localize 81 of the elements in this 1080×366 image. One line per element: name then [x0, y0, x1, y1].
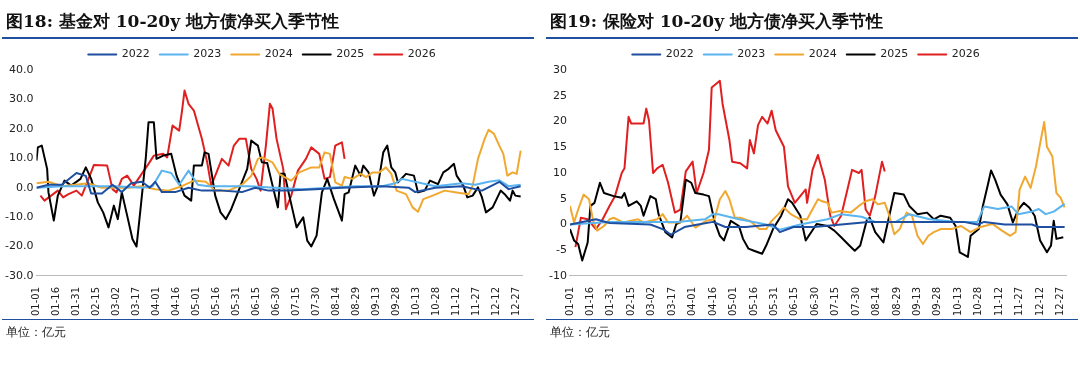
- x-tick-label: 04-16: [706, 286, 718, 316]
- x-tick-label: 08-14: [870, 286, 882, 316]
- x-tick-label: 09-13: [370, 286, 382, 316]
- legend-label: 2025: [880, 47, 909, 61]
- x-tick-label: 05-16: [210, 286, 222, 316]
- y-tick-label: -20.0: [4, 239, 34, 253]
- x-tick-label: 08-14: [330, 286, 342, 316]
- x-tick-label: 11-27: [1013, 286, 1025, 316]
- y-tick-label: 25: [552, 88, 567, 102]
- x-tick-label: 03-02: [645, 286, 657, 316]
- x-tick-label: 10-13: [951, 286, 963, 316]
- y-tick-label: 10.0: [8, 151, 34, 165]
- x-tick-label: 09-28: [931, 286, 943, 316]
- y-tick-label: 0: [559, 217, 567, 231]
- text: 单位：亿元: [6, 325, 66, 339]
- x-tick-label: 01-16: [584, 286, 595, 316]
- x-tick-label: 02-15: [90, 286, 102, 316]
- y-tick-label: 40.0: [8, 62, 34, 76]
- y-tick-label: -30.0: [4, 268, 34, 282]
- y-tick-label: -10.0: [4, 209, 34, 223]
- x-tick-label: 08-29: [890, 286, 902, 316]
- x-tick-label: 07-15: [290, 286, 302, 316]
- legend-label: 2022: [665, 47, 694, 61]
- chart-title: 图18: 基金对 10-20y 地方债净买入季节性: [2, 6, 534, 39]
- x-tick-label: 10-13: [410, 286, 422, 316]
- x-tick-label: 12-27: [510, 286, 522, 316]
- legend-label: 2023: [193, 47, 222, 61]
- x-tick-label: 09-28: [390, 286, 402, 316]
- y-tick-label: 30: [552, 62, 567, 76]
- x-tick-label: 05-01: [727, 286, 739, 316]
- x-tick-label: 03-17: [130, 286, 142, 316]
- x-tick-label: 05-31: [767, 286, 779, 316]
- x-tick-label: 10-28: [972, 286, 984, 316]
- x-tick-label: 06-15: [788, 286, 800, 316]
- y-tick-label: 5: [559, 191, 567, 205]
- y-tick-label: 20: [552, 114, 567, 128]
- legend-label: 2026: [407, 47, 436, 61]
- x-tick-label: 01-16: [50, 286, 62, 316]
- y-tick-label: 15: [552, 140, 567, 154]
- x-tick-label: 05-16: [747, 286, 759, 316]
- text: 单位：亿元: [550, 325, 610, 339]
- x-tick-label: 11-12: [992, 286, 1004, 316]
- x-tick-label: 03-02: [110, 286, 122, 316]
- x-tick-label: 07-15: [829, 286, 841, 316]
- x-tick-label: 06-15: [250, 286, 262, 316]
- x-tick-label: 08-29: [350, 286, 362, 316]
- x-tick-label: 02-15: [624, 286, 636, 316]
- x-tick-label: 03-17: [665, 286, 677, 316]
- y-tick-label: 0.0: [15, 180, 34, 194]
- x-tick-label: 05-31: [230, 286, 242, 316]
- legend-label: 2026: [951, 47, 980, 61]
- x-tick-label: 11-27: [470, 286, 482, 316]
- x-tick-label: 09-13: [911, 286, 923, 316]
- legend-label: 2024: [808, 47, 837, 61]
- y-tick-label: 10: [552, 165, 567, 179]
- x-tick-label: 01-31: [70, 286, 82, 316]
- x-tick-label: 04-01: [150, 286, 162, 316]
- legend-label: 2022: [121, 47, 150, 61]
- y-tick-label: 20.0: [8, 121, 34, 135]
- y-tick-label: -10: [549, 268, 567, 282]
- legend-label: 2025: [336, 47, 365, 61]
- x-tick-label: 04-16: [170, 286, 182, 316]
- x-tick-label: 12-12: [1033, 286, 1045, 316]
- legend-label: 2023: [737, 47, 766, 61]
- x-tick-label: 11-12: [450, 286, 462, 316]
- x-tick-label: 01-01: [30, 286, 42, 316]
- x-tick-label: 04-01: [686, 286, 698, 316]
- x-tick-label: 05-01: [190, 286, 202, 316]
- x-tick-label: 12-12: [490, 286, 502, 316]
- x-tick-label: 01-01: [563, 286, 575, 316]
- x-tick-label: 10-28: [430, 286, 442, 316]
- chart-title: 图19: 保险对 10-20y 地方债净买入季节性: [546, 6, 1078, 39]
- x-tick-label: 01-31: [604, 286, 616, 316]
- x-tick-label: 07-30: [310, 286, 322, 316]
- y-tick-label: -5: [556, 243, 567, 257]
- x-tick-label: 06-30: [270, 286, 282, 316]
- y-tick-label: 30.0: [8, 92, 34, 106]
- x-tick-label: 06-30: [808, 286, 820, 316]
- legend-label: 2024: [264, 47, 293, 61]
- x-tick-label: 07-30: [849, 286, 861, 316]
- x-tick-label: 12-27: [1054, 286, 1066, 316]
